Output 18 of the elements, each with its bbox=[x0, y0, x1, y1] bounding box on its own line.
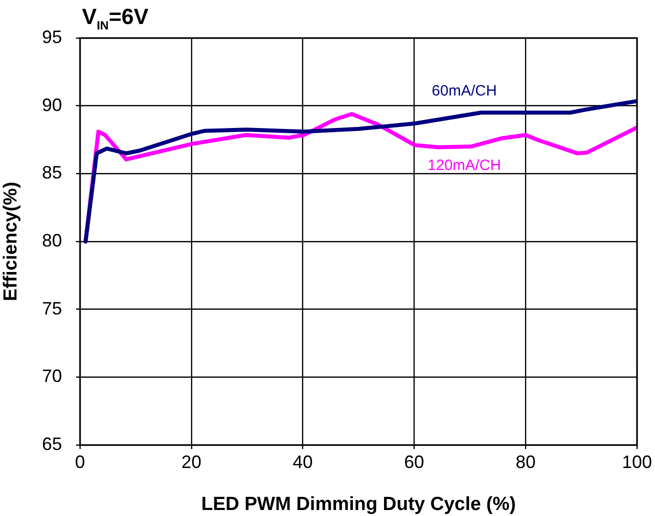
y-tick-label: 65 bbox=[42, 434, 62, 454]
y-tick-label: 95 bbox=[42, 26, 62, 47]
x-tick-label: 60 bbox=[404, 452, 424, 472]
y-tick-label: 80 bbox=[42, 230, 62, 250]
x-tick-label: 40 bbox=[292, 452, 313, 472]
x-tick-label: 100 bbox=[622, 452, 652, 472]
y-axis-title: Efficiency(%) bbox=[0, 182, 22, 302]
series-label: 120mA/CH bbox=[428, 157, 501, 174]
x-tick-label: 80 bbox=[516, 452, 536, 472]
y-tick-label: 75 bbox=[42, 298, 62, 318]
series-label: 60mA/CH bbox=[432, 82, 497, 100]
chart-title: V$_{IN}$=6V bbox=[82, 4, 148, 32]
x-tick-label: 0 bbox=[74, 452, 86, 472]
y-tick-label: 85 bbox=[42, 162, 62, 183]
x-tick-label: 20 bbox=[181, 452, 202, 472]
y-tick-label: 90 bbox=[42, 94, 62, 115]
x-axis-title: LED PWM Dimming Duty Cycle (%) bbox=[201, 494, 516, 515]
y-tick-label: 70 bbox=[42, 366, 62, 386]
